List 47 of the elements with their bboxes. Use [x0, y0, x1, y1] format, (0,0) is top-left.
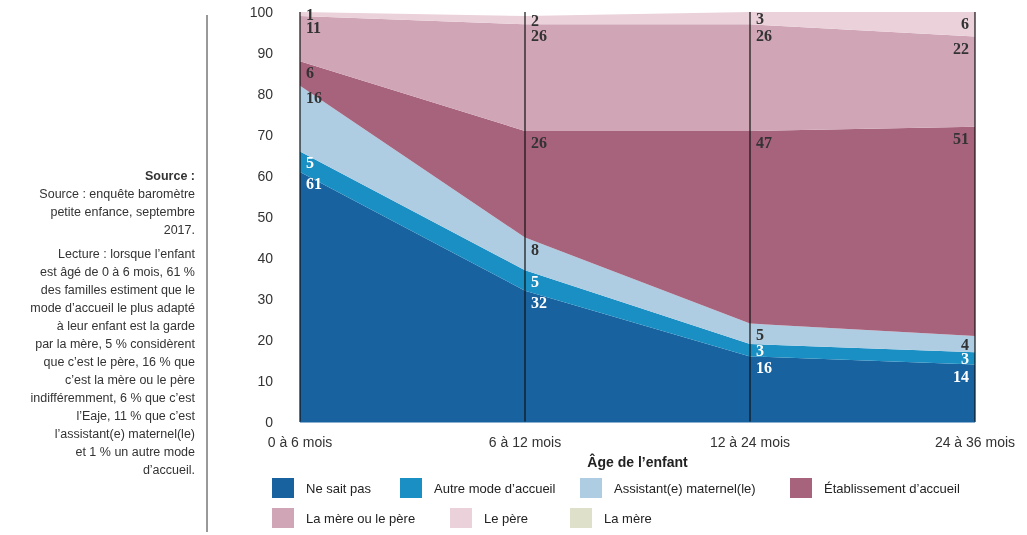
data-label: 26	[531, 27, 547, 45]
x-tick-label: 6 à 12 mois	[488, 434, 562, 450]
legend-label: Ne sait pas	[306, 481, 372, 496]
data-label: 47	[756, 133, 772, 151]
data-label: 16	[756, 359, 772, 377]
y-tick-label: 70	[257, 127, 274, 143]
data-label: 16	[306, 88, 322, 106]
data-label: 6	[306, 64, 314, 82]
data-label: 22	[953, 39, 969, 57]
data-label: 5	[756, 325, 764, 343]
y-tick-label: 80	[257, 86, 274, 102]
x-tick-label: 24 à 36 mois	[934, 434, 1016, 450]
y-tick-label: 90	[257, 45, 274, 61]
y-tick-label: 10	[257, 373, 274, 389]
data-label: 14	[953, 367, 969, 385]
data-label: 51	[953, 129, 969, 147]
source-note: Source :	[144, 169, 195, 183]
data-label: 5	[306, 153, 314, 171]
y-tick-label: 30	[257, 291, 274, 307]
source-note: Source : enquête baromètre petite enfance, septembre 2017.	[39, 187, 196, 237]
y-tick-label: 50	[257, 209, 274, 225]
y-tick-label: 60	[257, 168, 274, 184]
data-label: 3	[756, 342, 764, 360]
data-label: 6	[961, 15, 969, 32]
legend-label: La mère ou le père	[306, 511, 416, 526]
data-label: 26	[531, 133, 547, 151]
legend-label: Assistant(e) maternel(le)	[614, 481, 756, 496]
y-tick-label: 100	[249, 4, 274, 20]
x-tick-label: 0 à 6 mois	[267, 434, 333, 450]
y-tick-label: 40	[257, 250, 274, 266]
data-label: 8	[531, 240, 539, 258]
legend-label: Établissement d’accueil	[824, 481, 960, 496]
y-tick-label: 0	[265, 414, 274, 430]
data-label: 3	[756, 10, 764, 28]
data-label: 2	[531, 12, 539, 30]
data-label: 26	[756, 27, 772, 45]
data-label: 32	[531, 293, 547, 311]
data-label: 61	[306, 174, 322, 192]
data-label: 11	[306, 19, 322, 37]
data-label: 5	[531, 272, 539, 290]
legend-label: La mère	[604, 511, 652, 526]
x-tick-label: 12 à 24 mois	[709, 434, 791, 450]
text: Lecture : lorsque l’enfant est âgé de 0 à 6 mois, 61 % des familles estiment que le mode d’accueil le plus adapté à leur enfant est la garde par la mère, 5 % considèrent que c’est le père, 16 % que c’est la mère ou le père indifféremment, 6 % que c’est l’Eaje, 11 % que c’est l’assistant(e) maternel(le) et 1 % un autre mode d’accueil.	[30, 247, 195, 477]
y-tick-label: 20	[257, 332, 274, 348]
legend-label: Autre mode d’accueil	[434, 481, 556, 496]
legend-label: Le père	[484, 511, 529, 526]
x-axis-title: Âge de l’enfant	[587, 453, 688, 470]
